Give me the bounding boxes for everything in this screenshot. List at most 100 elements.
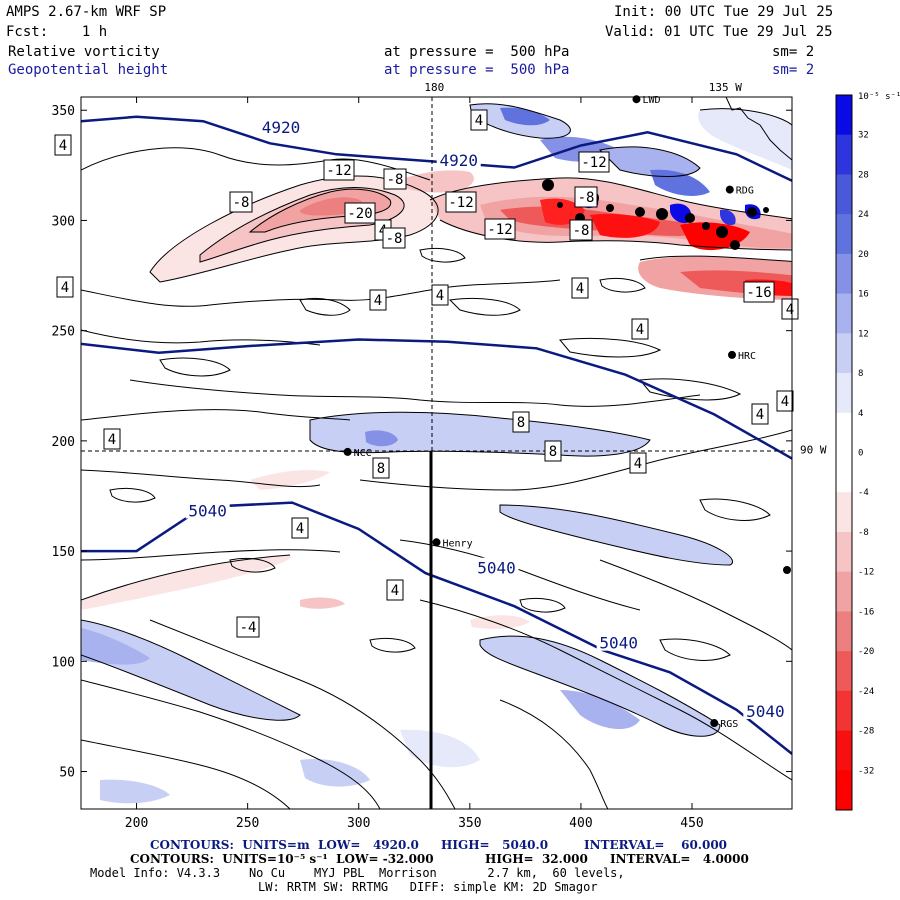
x-tick-label: 350 <box>458 816 481 831</box>
vorticity-label-box <box>544 440 562 462</box>
vorticity-contour-label: 8 <box>549 444 557 460</box>
colorbar-tick-label: -32 <box>858 766 874 776</box>
y-tick-label: 250 <box>52 325 75 340</box>
positive-vorticity-shading <box>81 103 792 804</box>
field-height: Geopotential height <box>8 62 169 78</box>
vorticity-contour-label: -20 <box>347 206 372 222</box>
colorbar-swatch <box>836 253 852 295</box>
colorbar-tick-label: -24 <box>858 687 874 697</box>
height-contour-line <box>81 115 792 182</box>
colorbar-tick-label: -4 <box>858 488 869 498</box>
vorticity-label-box <box>781 298 799 320</box>
vorticity-contour-label: 4 <box>636 322 644 338</box>
init-time: Init: 00 UTC Tue 29 Jul 25 <box>614 4 834 20</box>
station-label: RGS <box>720 719 738 730</box>
vorticity-label-box <box>323 159 355 181</box>
colorbar-tick-label: 8 <box>858 369 863 379</box>
height-contour-labels: 4920 4920 5040 5040 5040 5040 <box>185 116 788 721</box>
vorticity-contour-labels: 444444444444444-4-8-8-8-8-12-12-12-12-20… <box>54 109 799 638</box>
station-label: LWD <box>642 95 660 106</box>
footer-model-info-2: LW: RRTM SW: RRTMG DIFF: simple KM: 2D S… <box>258 880 598 894</box>
vorticity-contour-label: 8 <box>377 461 385 477</box>
colorbar-tick-label: -12 <box>858 568 874 578</box>
field-vorticity: Relative vorticity <box>8 44 160 60</box>
colorbar-tick-label: -16 <box>858 607 874 617</box>
colorbar-swatch <box>836 611 852 652</box>
vorticity-contour-label: 4 <box>576 281 584 297</box>
vorticity-contour-label: 4 <box>374 293 382 309</box>
colorbar-swatch <box>836 452 852 493</box>
height-contour-label: 4920 <box>262 118 301 137</box>
station-marker <box>783 566 791 574</box>
station-label: Henry <box>443 538 473 549</box>
vorticity-label-box <box>291 517 309 539</box>
colorbar-tick-label: 24 <box>858 210 869 220</box>
y-tick-label: 300 <box>52 214 75 229</box>
height-contour-label: 5040 <box>188 501 227 520</box>
vorticity-contour-label: 4 <box>391 583 399 599</box>
vorticity-contour-label: 4 <box>786 302 794 318</box>
vorticity-label-box <box>431 284 449 306</box>
vorticity-contour-label: 8 <box>517 415 525 431</box>
colorbar-swatch <box>836 531 852 573</box>
vorticity-contour-label: 4 <box>756 407 764 423</box>
vorticity-contour-label: -8 <box>573 223 590 239</box>
x-tick-label: 200 <box>125 816 148 831</box>
valid-time: Valid: 01 UTC Tue 29 Jul 25 <box>605 24 833 40</box>
colorbar-swatch <box>836 730 852 771</box>
colorbar-tick-label: 28 <box>858 170 869 180</box>
vorticity-contour-label: -4 <box>240 620 257 636</box>
y-tick-label: 200 <box>52 435 75 450</box>
colorbar-swatch <box>836 651 852 692</box>
footer-vorticity-interval: INTERVAL= 4.0000 <box>610 852 749 866</box>
y-tick-label: 150 <box>52 545 75 560</box>
footer-height-high: HIGH= 5040.0 <box>441 838 549 852</box>
vorticity-contour-label: 4 <box>296 521 304 537</box>
x-tick-label: 450 <box>680 816 703 831</box>
vorticity-contour-label: 4 <box>108 432 116 448</box>
colorbar-swatch <box>836 492 852 533</box>
vorticity-contour-label: 4 <box>436 288 444 304</box>
vorticity-label-box <box>631 318 649 340</box>
vorticity-contour-label: 4 <box>59 138 67 154</box>
pressure-level-2: at pressure = 500 hPa <box>384 62 570 78</box>
vorticity-label-box <box>470 109 488 131</box>
vorticity-contour-label: -12 <box>326 163 351 179</box>
vorticity-label-box <box>743 281 775 303</box>
footer-height-interval: INTERVAL= 60.000 <box>584 838 728 852</box>
colorbar-swatch <box>836 214 852 255</box>
axes: 200 250 300 350 400 450 50 100 150 200 250 300 350 18… <box>52 81 827 831</box>
smoothing-1: sm= 2 <box>772 44 815 60</box>
height-label-bg <box>185 500 230 519</box>
colorbar-tick-label: 16 <box>858 290 869 300</box>
vorticity-label-box <box>383 168 407 190</box>
vorticity-contour-label: 4 <box>475 113 483 129</box>
colorbar-frame <box>835 94 853 811</box>
colorbar-swatch <box>836 571 852 612</box>
height-contours <box>81 115 792 755</box>
vorticity-label-box <box>445 191 477 213</box>
vorticity-contour-label: -8 <box>233 195 250 211</box>
y-tick-label: 350 <box>52 104 75 119</box>
vorticity-label-box <box>54 134 72 156</box>
station-marker <box>710 719 719 728</box>
vorticity-label-box <box>236 616 260 638</box>
map-field <box>81 97 792 809</box>
vorticity-label-box <box>571 277 589 299</box>
station-marker <box>632 95 641 104</box>
vorticity-contour-label: 4 <box>634 456 642 472</box>
colorbar-tick-label: -8 <box>858 528 869 538</box>
vorticity-label-box <box>344 202 376 224</box>
x-tick-label: 300 <box>347 816 370 831</box>
vorticity-label-box <box>369 289 387 311</box>
vorticity-label-box <box>512 411 530 433</box>
vorticity-label-box <box>103 428 121 450</box>
vorticity-label-box <box>372 457 390 479</box>
vorticity-contour-label: -12 <box>487 222 512 238</box>
colorbar-swatch <box>836 95 852 136</box>
vorticity-contour-label: 4 <box>61 280 69 296</box>
station-marker <box>725 185 734 194</box>
vorticity-contour-label: -12 <box>448 195 473 211</box>
vorticity-label-box <box>484 218 516 240</box>
